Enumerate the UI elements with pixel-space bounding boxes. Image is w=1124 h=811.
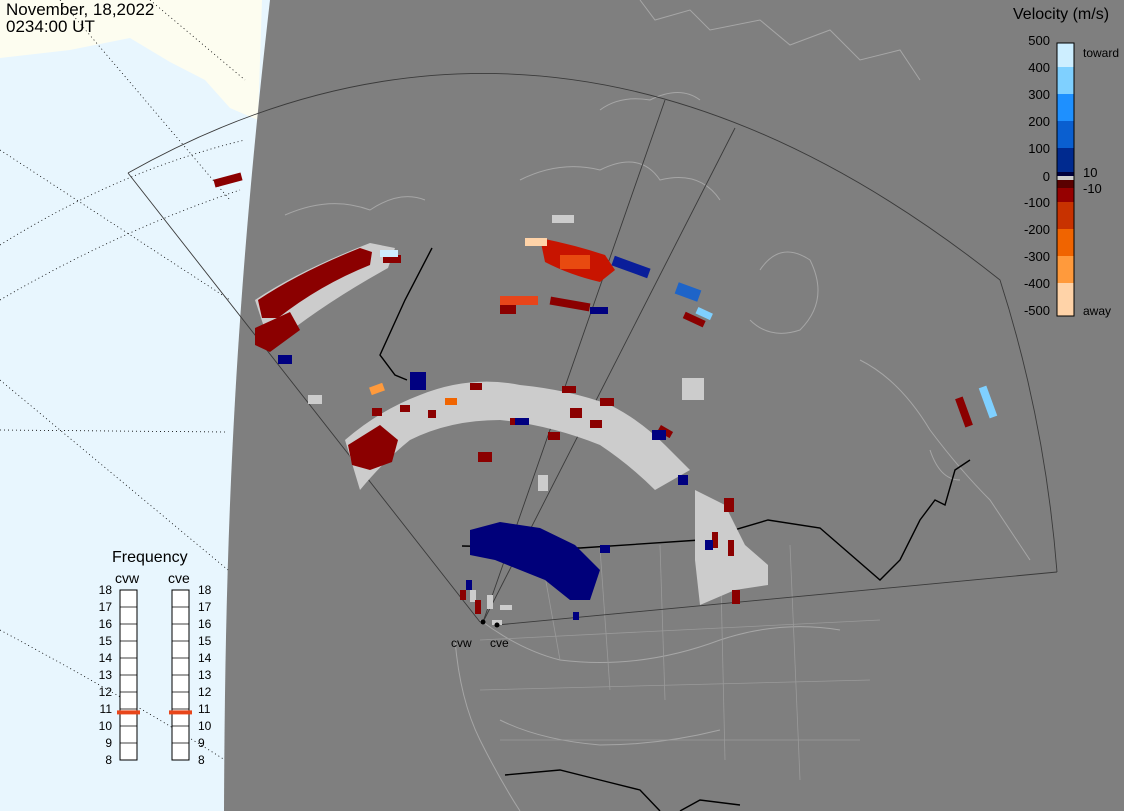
frequency-marker-cvw [117, 710, 140, 715]
frequency-bars [117, 589, 192, 761]
ground-scatter-swatch [1057, 176, 1074, 180]
frequency-tick-label: 11 [99, 702, 112, 716]
radar-site-label-cvw: cvw [451, 636, 472, 650]
frequency-tick-label: 18 [98, 583, 112, 597]
frequency-tick-label: 17 [198, 600, 212, 614]
velocity-tick-label: 500 [1028, 33, 1050, 48]
frequency-tick-label: 15 [98, 634, 112, 648]
frequency-tick-label: 13 [98, 668, 112, 682]
velocity-color-band [1057, 229, 1074, 256]
velocity-color-band [1057, 172, 1074, 176]
date-label: November, 18,2022 [6, 0, 155, 19]
frequency-tick-label: 10 [98, 719, 112, 733]
scatter-blue [278, 250, 998, 620]
radar-fov [127, 72, 1058, 626]
frequency-tick-label: 15 [198, 634, 212, 648]
frequency-channel-cve: cve [168, 570, 190, 586]
velocity-tick-label: 100 [1028, 141, 1050, 156]
frequency-tick-label: 16 [98, 617, 112, 631]
day-land-alaska [0, 0, 262, 120]
borders [379, 247, 971, 811]
frequency-tick-label: 8 [198, 753, 205, 767]
radar-site-marker [494, 622, 500, 628]
velocity-colorbar [1057, 43, 1074, 316]
velocity-color-band [1057, 180, 1074, 188]
frequency-tick-label: 13 [198, 668, 212, 682]
velocity-tick-label: 10 [1083, 165, 1098, 180]
velocity-tick-label: 300 [1028, 87, 1050, 102]
admin-lines [479, 539, 881, 781]
velocity-color-band [1057, 67, 1074, 94]
velocity-color-band [1057, 202, 1074, 229]
radar-site-label-cve: cve [490, 636, 509, 650]
frequency-tick-label: 9 [105, 736, 112, 750]
velocity-tick-label: 0 [1042, 169, 1050, 184]
velocity-tick-label: -500 [1023, 303, 1050, 318]
velocity-tick-label: -10 [1083, 181, 1102, 196]
frequency-tick-label: 9 [198, 736, 205, 750]
velocity-color-band [1057, 188, 1074, 202]
velocity-away-label: away [1083, 304, 1112, 318]
velocity-tick-label: 200 [1028, 114, 1050, 129]
frequency-tick-label: 16 [198, 617, 212, 631]
frequency-tick-label: 12 [198, 685, 212, 699]
velocity-color-band [1057, 148, 1074, 172]
frequency-marker-cve [169, 710, 192, 715]
frequency-tick-label: 14 [198, 651, 212, 665]
velocity-color-band [1057, 94, 1074, 121]
velocity-color-band [1057, 283, 1074, 316]
frequency-channel-cvw: cvw [115, 570, 140, 586]
frequency-tick-label: 18 [198, 583, 212, 597]
time-label: 0234:00 UT [6, 17, 95, 36]
night-region [224, 0, 1124, 811]
graticule [0, 0, 246, 761]
velocity-tick-label: -400 [1023, 276, 1050, 291]
radar-site-marker [480, 619, 486, 625]
velocity-color-band [1057, 43, 1074, 67]
velocity-scale-title: Velocity (m/s) [1013, 6, 1110, 23]
scatter-red-orange [369, 238, 615, 405]
velocity-tick-label: 400 [1028, 60, 1050, 75]
frequency-tick-label: 11 [198, 702, 211, 716]
velocity-colorbar-frame [1056, 42, 1075, 317]
frequency-tick-label: 17 [98, 600, 112, 614]
velocity-color-band [1057, 256, 1074, 283]
velocity-tick-label: -200 [1023, 222, 1050, 237]
frequency-tick-label: 8 [105, 753, 112, 767]
frequency-tick-label: 10 [198, 719, 212, 733]
frequency-title: Frequency [112, 549, 188, 566]
velocity-tick-label: -100 [1023, 195, 1050, 210]
velocity-color-band [1057, 121, 1074, 148]
velocity-tick-label: -300 [1023, 249, 1050, 264]
frequency-tick-label: 12 [98, 685, 112, 699]
frequency-tick-label: 14 [98, 651, 112, 665]
velocity-toward-label: toward [1083, 46, 1120, 60]
